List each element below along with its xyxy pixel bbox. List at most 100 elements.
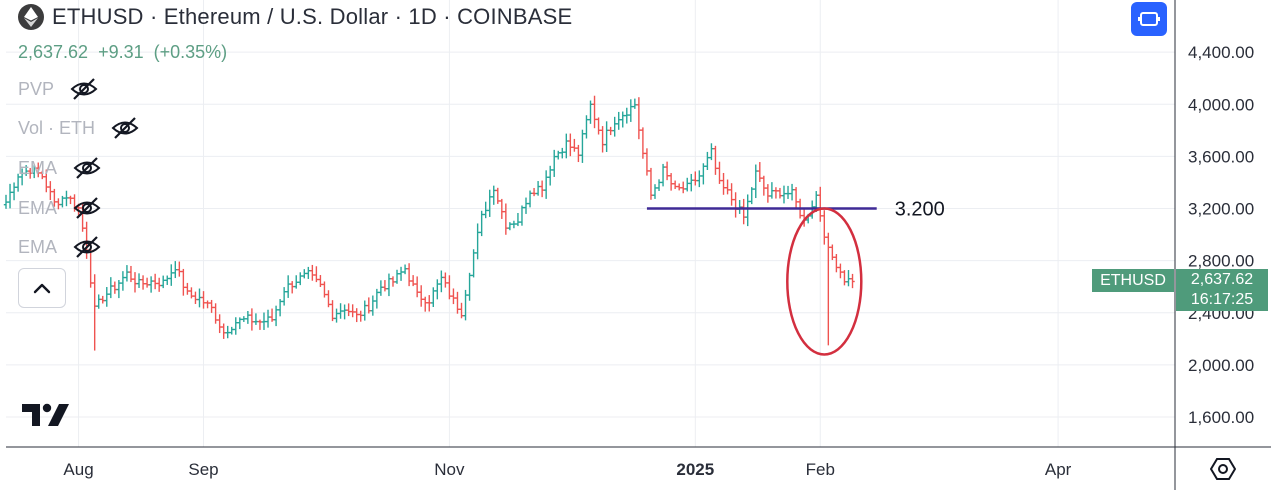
ohlc-bar — [193, 291, 198, 304]
eye-off-icon[interactable] — [68, 75, 100, 103]
y-tick-label: 1,600.00 — [1188, 408, 1254, 427]
ohlc-bar — [600, 126, 605, 153]
ohlc-bar — [217, 314, 222, 334]
ohlc-bar — [132, 272, 138, 293]
ohlc-bar — [302, 269, 307, 279]
ohlc-bar — [402, 264, 408, 275]
ohlc-bar — [249, 308, 255, 331]
ohlc-bar — [221, 323, 226, 339]
ohlc-bar — [826, 232, 831, 346]
ohlc-bar — [838, 263, 843, 279]
tradingview-logo-icon — [22, 402, 70, 433]
ohlc-bar — [822, 210, 827, 245]
ohlc-bar — [596, 117, 601, 135]
ohlc-bar — [112, 281, 118, 294]
ohlc-bar — [668, 173, 674, 191]
ohlc-bar — [676, 183, 682, 191]
ohlc-bar — [664, 161, 670, 181]
eye-off-icon[interactable] — [71, 154, 103, 182]
x-tick-label: Sep — [188, 460, 218, 479]
ohlc-bar — [620, 111, 625, 128]
ohlc-bar — [177, 261, 182, 277]
ohlc-bar — [495, 187, 500, 204]
eye-off-icon[interactable] — [71, 233, 103, 261]
eye-off-icon[interactable] — [109, 114, 141, 142]
eye-off-glyph — [111, 117, 139, 139]
ohlc-bar — [773, 187, 779, 199]
ohlc-bar — [705, 151, 710, 170]
ohlc-bar — [616, 111, 621, 130]
ohlc-bar — [213, 303, 218, 324]
ohlc-bar — [181, 268, 186, 296]
ohlc-bar — [310, 264, 315, 281]
ohlc-bar — [745, 194, 750, 227]
ohlc-bar — [306, 266, 311, 279]
ohlc-bar — [483, 201, 488, 219]
ohlc-bars — [3, 95, 855, 351]
layout-toggle-button[interactable] — [1131, 2, 1167, 36]
chart-settings-button[interactable] — [1209, 455, 1237, 483]
badge-price: 2,637.62 — [1190, 271, 1254, 288]
ohlc-bar — [326, 290, 331, 308]
ohlc-bar — [652, 184, 658, 199]
ohlc-bar — [568, 133, 573, 157]
ohlc-bar — [552, 149, 557, 177]
eye-off-icon[interactable] — [71, 194, 103, 222]
indicator-label: EMA — [18, 236, 58, 257]
ohlc-bar — [539, 180, 545, 198]
ohlc-bar — [850, 273, 855, 289]
ohlc-bar — [624, 107, 629, 124]
ohlc-bar — [455, 291, 460, 314]
ohlc-bar — [11, 182, 17, 201]
ohlc-bar — [225, 325, 230, 339]
ohlc-bar — [294, 275, 299, 289]
ohlc-bar — [156, 277, 162, 292]
ohlc-bar — [721, 172, 726, 195]
ohlc-bar — [7, 183, 13, 209]
ohlc-bar — [108, 277, 114, 299]
chart-grid — [6, 0, 1175, 447]
ohlc-bar — [717, 161, 722, 184]
ohlc-bar — [253, 313, 259, 325]
ohlc-bar — [120, 271, 126, 291]
ohlc-bar — [362, 300, 367, 321]
ohlc-bar — [124, 265, 130, 282]
collapse-indicators-button[interactable] — [18, 268, 66, 308]
indicator-row-ema-3: EMA — [18, 233, 103, 261]
last-price: 2,637.62 — [18, 42, 89, 62]
ohlc-bar — [318, 275, 323, 287]
ohlc-bar — [197, 288, 202, 308]
ohlc-bar — [354, 308, 359, 323]
settings-icon — [1210, 458, 1236, 480]
ohlc-bar — [830, 244, 835, 261]
ohlc-bar — [374, 288, 380, 309]
chart-title: ETHUSD · Ethereum / U.S. Dollar · 1D · C… — [18, 4, 572, 30]
ohlc-bar — [144, 277, 150, 288]
ohlc-bar — [737, 200, 742, 214]
ohlc-bar — [644, 148, 650, 176]
x-tick-label: 2025 — [676, 460, 714, 479]
ohlc-bar — [229, 326, 234, 335]
price-countdown-badge: 2,637.62 16:17:25 — [1176, 269, 1268, 311]
ohlc-bar — [507, 222, 513, 231]
ohlc-bar — [281, 287, 287, 306]
x-tick-label: Nov — [434, 460, 465, 479]
indicator-row-ema-1: EMA — [18, 154, 103, 182]
ohlc-bar — [725, 179, 730, 195]
bar-countdown: 16:17:25 — [1190, 291, 1254, 308]
ohlc-bar — [431, 287, 436, 308]
ohlc-bar — [342, 304, 347, 320]
layout-icon — [1138, 12, 1160, 26]
y-tick-label: 4,400.00 — [1188, 43, 1254, 62]
ohlc-bar — [729, 183, 734, 206]
y-tick-label: 4,000.00 — [1188, 95, 1254, 114]
eye-off-glyph — [70, 78, 98, 100]
ohlc-bar — [636, 97, 642, 140]
ohlc-bar — [584, 115, 589, 139]
ohlc-bar — [681, 181, 686, 194]
ohlc-bar — [346, 303, 351, 317]
ohlc-bar — [161, 275, 166, 289]
ohlc-bar — [451, 288, 456, 305]
ohlc-bar — [104, 287, 109, 307]
